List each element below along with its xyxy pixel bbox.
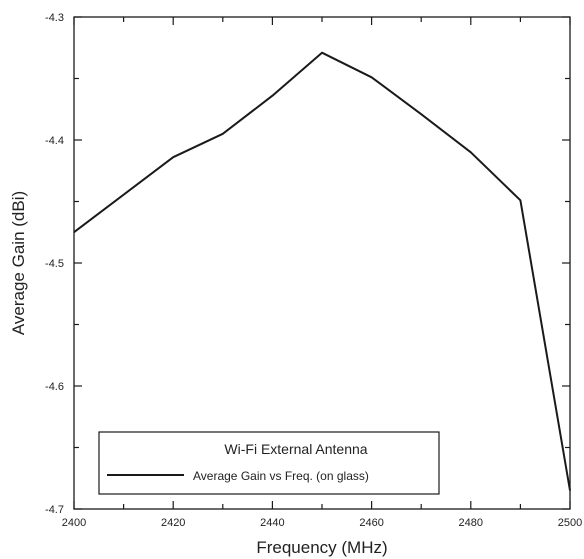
x-tick-label: 2480 xyxy=(459,517,483,529)
axis-tick-labels: 2400 2420 2440 2460 2480 2500 -4.3 -4.4 -4.5 -4.6… xyxy=(45,12,582,529)
x-tick-label: 2440 xyxy=(260,517,284,529)
y-axis-label: Average Gain (dBi) xyxy=(9,191,28,335)
x-tick-label: 2420 xyxy=(161,517,185,529)
legend: Wi-Fi External Antenna Average Gain vs F… xyxy=(98,431,440,495)
y-tick-label: -4.4 xyxy=(45,135,64,147)
axis-ticks xyxy=(73,16,571,510)
x-tick-label: 2400 xyxy=(62,517,86,529)
x-axis-label: Frequency (MHz) xyxy=(256,538,387,557)
legend-entry: Average Gain vs Freq. (on glass) xyxy=(193,469,369,483)
x-tick-label: 2500 xyxy=(558,517,582,529)
legend-title: Wi-Fi External Antenna xyxy=(224,441,367,457)
x-tick-label: 2460 xyxy=(359,517,383,529)
legend-box xyxy=(98,431,440,495)
y-tick-label: -4.5 xyxy=(45,258,64,270)
y-tick-label: -4.6 xyxy=(45,381,64,393)
y-tick-label: -4.3 xyxy=(45,12,64,24)
y-tick-label: -4.7 xyxy=(45,504,64,516)
series-line xyxy=(73,51,571,491)
plot-frame xyxy=(73,16,571,510)
